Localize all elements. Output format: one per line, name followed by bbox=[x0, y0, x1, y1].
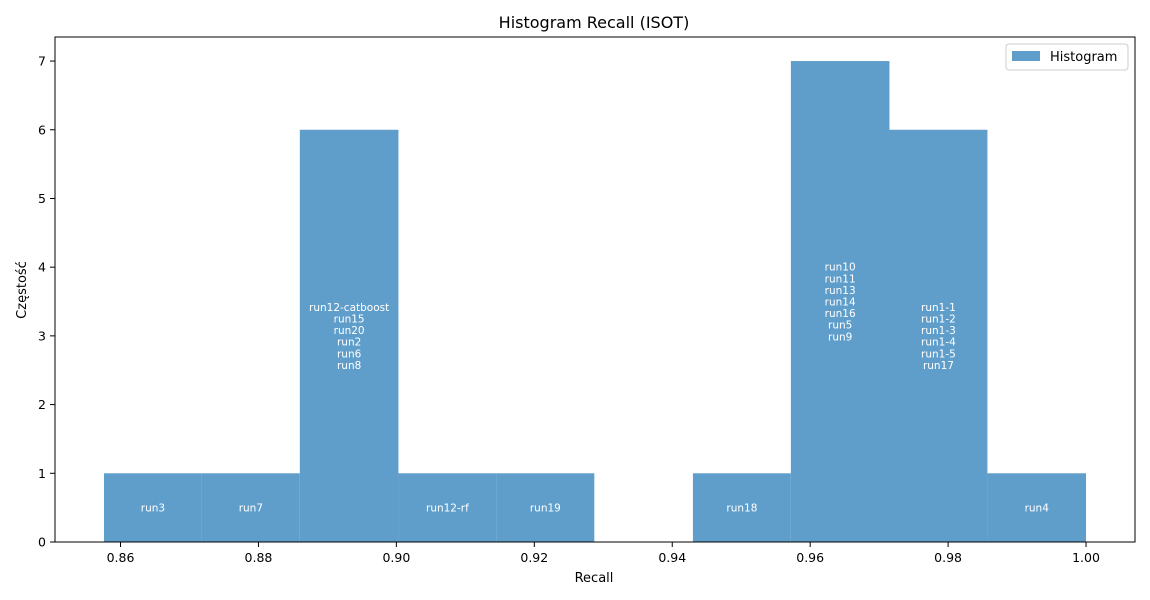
bar-run-label: run20 bbox=[334, 325, 365, 337]
bar-run-label: run11 bbox=[825, 273, 856, 285]
y-tick-label: 5 bbox=[38, 191, 46, 206]
bar-run-label: run18 bbox=[726, 503, 757, 515]
histogram-bar bbox=[692, 473, 791, 542]
bar-run-label: run8 bbox=[337, 360, 361, 372]
x-axis: 0.86 0.88 0.90 0.92 0.94 0.96 0.98 1.00 bbox=[107, 542, 1100, 565]
bar-run-label: run1-3 bbox=[921, 325, 956, 337]
x-tick-label: 0.98 bbox=[934, 550, 962, 565]
x-tick-label: 0.94 bbox=[658, 550, 686, 565]
bar-run-label: run9 bbox=[828, 331, 852, 343]
legend-label: Histogram bbox=[1050, 50, 1117, 65]
legend-box bbox=[1005, 43, 1129, 71]
y-tick-label: 1 bbox=[38, 466, 46, 481]
histogram-bar bbox=[889, 129, 988, 542]
histogram-bar bbox=[299, 129, 399, 542]
y-tick-label: 4 bbox=[38, 260, 46, 275]
y-axis: 0 1 2 3 4 5 6 7 bbox=[38, 54, 55, 550]
histogram-bar bbox=[496, 473, 595, 542]
legend: Histogram bbox=[1005, 43, 1129, 71]
y-tick-label: 2 bbox=[38, 397, 46, 412]
bar-run-label: run6 bbox=[337, 348, 362, 360]
chart-title: Histogram Recall (ISOT) bbox=[499, 13, 690, 32]
y-tick-label: 7 bbox=[38, 54, 46, 69]
bar-run-label: run7 bbox=[239, 503, 263, 515]
bar-run-label: run3 bbox=[141, 503, 165, 515]
bar-run-label: run2 bbox=[337, 337, 361, 349]
bar-run-label: run1-4 bbox=[921, 337, 956, 349]
bar-run-label: run12-catboost bbox=[309, 302, 389, 314]
bar-run-label: run12-rf bbox=[426, 503, 469, 515]
x-tick-label: 0.86 bbox=[107, 550, 135, 565]
x-tick-label: 0.96 bbox=[796, 550, 824, 565]
bar-labels-layer: run3 run7 run12-catboostrun15run20run2run6… bbox=[141, 262, 1049, 515]
x-tick-label: 0.88 bbox=[245, 550, 273, 565]
bar-run-label: run19 bbox=[530, 503, 561, 515]
bar-run-label: run14 bbox=[825, 297, 856, 309]
x-axis-label: Recall bbox=[575, 571, 614, 586]
bar-run-label: run5 bbox=[828, 320, 852, 332]
bar-run-label: run17 bbox=[923, 360, 954, 372]
legend-swatch bbox=[1012, 51, 1040, 61]
bar-run-label: run10 bbox=[825, 262, 856, 274]
histogram-bar bbox=[201, 473, 300, 542]
histogram-bar bbox=[790, 61, 890, 543]
bar-run-label: run13 bbox=[825, 285, 856, 297]
histogram-bar bbox=[987, 473, 1087, 542]
plot-frame bbox=[54, 36, 1136, 543]
histogram-bar bbox=[103, 473, 202, 542]
y-tick-label: 6 bbox=[38, 122, 46, 137]
x-tick-label: 0.92 bbox=[520, 550, 548, 565]
bar-run-label: run1-1 bbox=[921, 302, 956, 314]
y-tick-label: 0 bbox=[38, 535, 46, 550]
histogram-bar bbox=[398, 473, 497, 542]
bar-run-label: run1-2 bbox=[921, 313, 956, 325]
x-tick-label: 1.00 bbox=[1072, 550, 1100, 565]
bar-run-label: run15 bbox=[334, 313, 365, 325]
bar-run-label: run1-5 bbox=[921, 348, 956, 360]
x-tick-label: 0.90 bbox=[382, 550, 410, 565]
y-axis-label: Częstość bbox=[15, 261, 30, 319]
y-tick-label: 3 bbox=[38, 328, 46, 343]
bars-layer bbox=[103, 61, 1087, 543]
bar-run-label: run4 bbox=[1025, 503, 1050, 515]
bar-run-label: run16 bbox=[825, 308, 856, 320]
